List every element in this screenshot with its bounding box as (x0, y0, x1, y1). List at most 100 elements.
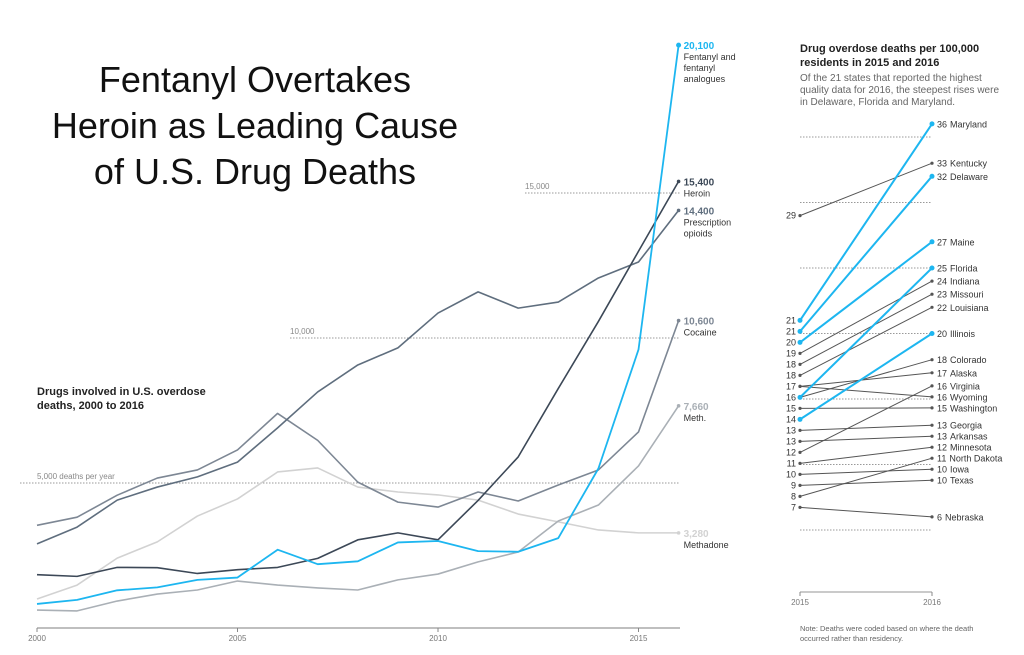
state-end-label: 27 Maine (937, 237, 975, 247)
state-name: Florida (950, 264, 978, 274)
series-end-value: 15,400 (684, 177, 715, 188)
state-end-label: 13 Georgia (937, 421, 982, 431)
x-tick-label: 2010 (429, 634, 447, 643)
state-name: North Dakota (949, 454, 1002, 464)
state-end-value: 32 (937, 172, 947, 182)
gridline-label: 15,000 (525, 182, 550, 191)
series-name: Cocaine (684, 328, 717, 338)
series-name: Prescription (684, 217, 732, 227)
series-end-point (676, 42, 682, 48)
state-end-point (930, 478, 934, 482)
state-start-value: 16 (786, 392, 796, 402)
state-start-point (798, 428, 802, 432)
state-line-maryland (799, 123, 933, 321)
state-end-point (930, 292, 934, 296)
state-start-value: 21 (786, 315, 796, 325)
state-start-value: 10 (786, 469, 796, 479)
state-end-value: 11 (937, 454, 946, 464)
state-end-point (930, 395, 934, 399)
state-start-value: 19 (786, 348, 796, 358)
state-end-point (930, 445, 934, 449)
state-line-kentucky (799, 162, 933, 217)
state-end-value: 16 (937, 381, 947, 391)
state-line-nebraska (799, 506, 933, 518)
state-end-point (930, 371, 934, 375)
state-end-label: 10 Iowa (937, 465, 969, 475)
state-name: Delaware (950, 172, 988, 182)
state-start-point (797, 416, 803, 422)
state-line-minnesota (799, 446, 933, 464)
state-start-point (798, 494, 802, 498)
state-start-point (798, 362, 802, 366)
headline-line-2: Heroin as Leading Cause (52, 105, 458, 146)
state-line-washington (799, 407, 933, 409)
state-start-value: 7 (791, 502, 796, 512)
state-end-value: 15 (937, 403, 947, 413)
slope-chart-desc-3: in Delaware, Florida and Maryland. (800, 97, 955, 108)
slope-chart-title-2: residents in 2015 and 2016 (800, 57, 939, 69)
state-end-point (929, 121, 935, 127)
state-end-label: 36 Maryland (937, 119, 987, 129)
series-end-point (676, 531, 681, 535)
state-end-label: 16 Wyoming (937, 392, 987, 402)
state-end-value: 22 (937, 303, 947, 313)
state-end-label: 22 Louisiana (937, 303, 989, 313)
state-end-value: 25 (937, 264, 947, 274)
series-end-point (676, 404, 681, 408)
state-name: Maine (950, 237, 975, 247)
state-start-point (798, 461, 802, 465)
x-tick-label: 2015 (630, 634, 648, 643)
state-start-point (798, 214, 802, 218)
state-name: Indiana (950, 277, 980, 287)
state-end-value: 12 (937, 443, 947, 453)
state-start-point (798, 406, 802, 410)
state-line-wyoming (799, 385, 933, 398)
state-end-label: 10 Texas (937, 476, 974, 486)
state-name: Maryland (950, 119, 987, 129)
state-line-alaska (799, 372, 933, 387)
state-end-label: 25 Florida (937, 264, 978, 274)
state-start-point (798, 373, 802, 377)
state-name: Kentucky (950, 159, 988, 169)
state-start-value: 21 (786, 326, 796, 336)
series-end-value: 7,660 (684, 402, 709, 413)
state-name: Georgia (950, 421, 982, 431)
state-line-iowa (799, 468, 933, 475)
state-start-point (798, 483, 802, 487)
state-name: Washington (950, 403, 997, 413)
state-end-point (930, 161, 934, 165)
state-start-point (798, 439, 802, 443)
state-end-value: 36 (937, 119, 947, 129)
note-line-2: occurred rather than residency. (800, 634, 903, 643)
state-start-point (797, 394, 803, 400)
state-start-value: 29 (786, 211, 796, 221)
state-end-point (929, 331, 935, 336)
state-name: Colorado (950, 355, 987, 365)
line-chart-title-2: deaths, 2000 to 2016 (37, 400, 144, 412)
state-end-point (930, 358, 934, 362)
state-start-value: 12 (786, 447, 796, 457)
state-end-point (930, 279, 934, 283)
state-end-point (930, 456, 934, 460)
state-line-indiana (799, 280, 933, 354)
state-end-point (930, 423, 934, 427)
series-name: Meth. (684, 413, 707, 423)
state-end-point (930, 467, 934, 471)
state-start-point (797, 339, 803, 345)
state-line-arkansas (799, 435, 933, 442)
state-start-point (797, 317, 803, 323)
x-tick-label: 2016 (923, 598, 941, 607)
series-end-point (676, 318, 681, 323)
state-end-point (930, 305, 934, 309)
line-chart-title-1: Drugs involved in U.S. overdose (37, 386, 206, 398)
state-line-north-dakota (799, 457, 933, 497)
state-start-value: 18 (786, 370, 796, 380)
series-end-value: 20,100 (684, 41, 715, 52)
state-end-point (930, 384, 934, 388)
state-name: Illinois (950, 329, 976, 339)
x-tick-label: 2005 (229, 634, 247, 643)
state-end-label: 20 Illinois (937, 329, 976, 339)
series-line-cocaine (36, 320, 680, 527)
